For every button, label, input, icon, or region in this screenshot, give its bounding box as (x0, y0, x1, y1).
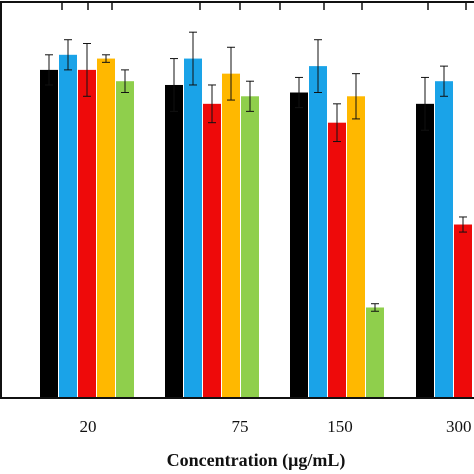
x-tick-labels: 20 75 150 300 (80, 417, 472, 436)
x-tick-label-300: 300 (446, 417, 472, 436)
bar-150-series-2 (309, 66, 327, 398)
bar-150-series-5 (366, 307, 384, 398)
error-bar-150-series-1 (295, 76, 303, 109)
ticks-layer (61, 2, 467, 10)
error-bar-150-series-4 (352, 73, 360, 120)
error-bar-75-series-3 (208, 84, 216, 124)
x-tick-label-75: 75 (232, 417, 249, 436)
bar-20-series-4 (97, 58, 115, 398)
bar-75-series-5 (241, 96, 259, 399)
bar-75-series-2 (184, 58, 202, 398)
error-bar-300-series-2 (440, 65, 448, 97)
error-bar-20-series-4 (102, 54, 110, 63)
bar-20-series-5 (116, 81, 134, 398)
bar-75-series-4 (222, 73, 240, 399)
error-bar-75-series-4 (227, 46, 235, 101)
x-tick-label-20: 20 (80, 417, 97, 436)
error-bar-20-series-1 (45, 54, 53, 86)
error-bar-300-series-3 (459, 216, 467, 233)
bar-150-series-4 (347, 96, 365, 399)
bar-150-series-1 (290, 92, 308, 398)
error-bar-75-series-1 (170, 58, 178, 112)
bar-20-series-1 (40, 69, 58, 398)
error-bar-75-series-2 (189, 31, 197, 86)
error-bar-150-series-5 (371, 303, 379, 312)
bar-20-series-3 (78, 69, 96, 398)
bar-20-series-2 (59, 54, 77, 399)
error-bars-layer (45, 31, 467, 312)
bars-layer (40, 54, 472, 399)
error-bar-20-series-3 (83, 42, 91, 97)
bar-300-series-1 (416, 103, 434, 398)
bar-75-series-3 (203, 103, 221, 398)
bar-300-series-3 (454, 224, 472, 398)
error-bar-300-series-1 (421, 76, 429, 131)
bar-75-series-1 (165, 84, 183, 398)
error-bar-20-series-5 (121, 69, 129, 94)
error-bar-150-series-3 (333, 103, 341, 143)
bar-300-series-2 (435, 81, 453, 398)
bar-150-series-3 (328, 122, 346, 398)
error-bar-150-series-2 (314, 39, 322, 94)
error-bar-75-series-5 (246, 80, 254, 112)
error-bar-20-series-2 (64, 39, 72, 71)
x-tick-label-150: 150 (327, 417, 353, 436)
x-axis-title: Concentration (μg/mL) (167, 450, 346, 471)
